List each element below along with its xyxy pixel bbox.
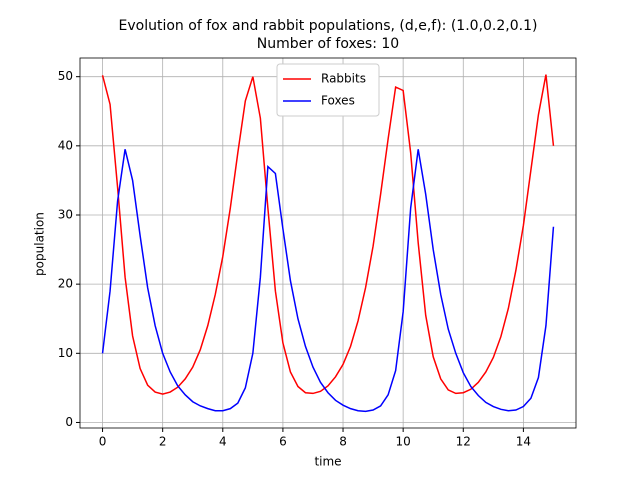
line-series — [101, 74, 555, 395]
x-tick-label: 10 — [396, 435, 411, 449]
y-tick-label: 10 — [58, 346, 73, 360]
x-tick-label: 14 — [516, 435, 531, 449]
x-tick-label: 8 — [339, 435, 347, 449]
x-axis-label: time — [314, 455, 341, 469]
x-tick-label: 0 — [99, 435, 107, 449]
legend-label: Foxes — [321, 94, 355, 108]
chart-subtitle: Number of foxes: 10 — [257, 36, 399, 52]
y-axis-label: population — [33, 212, 47, 276]
x-tick-label: 6 — [279, 435, 287, 449]
legend-box — [276, 63, 380, 117]
y-tick-label: 40 — [58, 138, 73, 152]
plot-frame — [79, 57, 577, 429]
x-tick-label: 12 — [456, 435, 471, 449]
x-tick-label: 4 — [219, 435, 227, 449]
y-tick-label: 50 — [58, 69, 73, 83]
x-tick-label: 2 — [159, 435, 167, 449]
y-tick-label: 0 — [65, 415, 73, 429]
line-series — [101, 149, 555, 413]
y-tick-label: 30 — [58, 207, 73, 221]
legend-label: Rabbits — [321, 72, 366, 86]
y-tick-label: 20 — [58, 277, 73, 291]
chart-title: Evolution of fox and rabbit populations,… — [119, 18, 538, 34]
